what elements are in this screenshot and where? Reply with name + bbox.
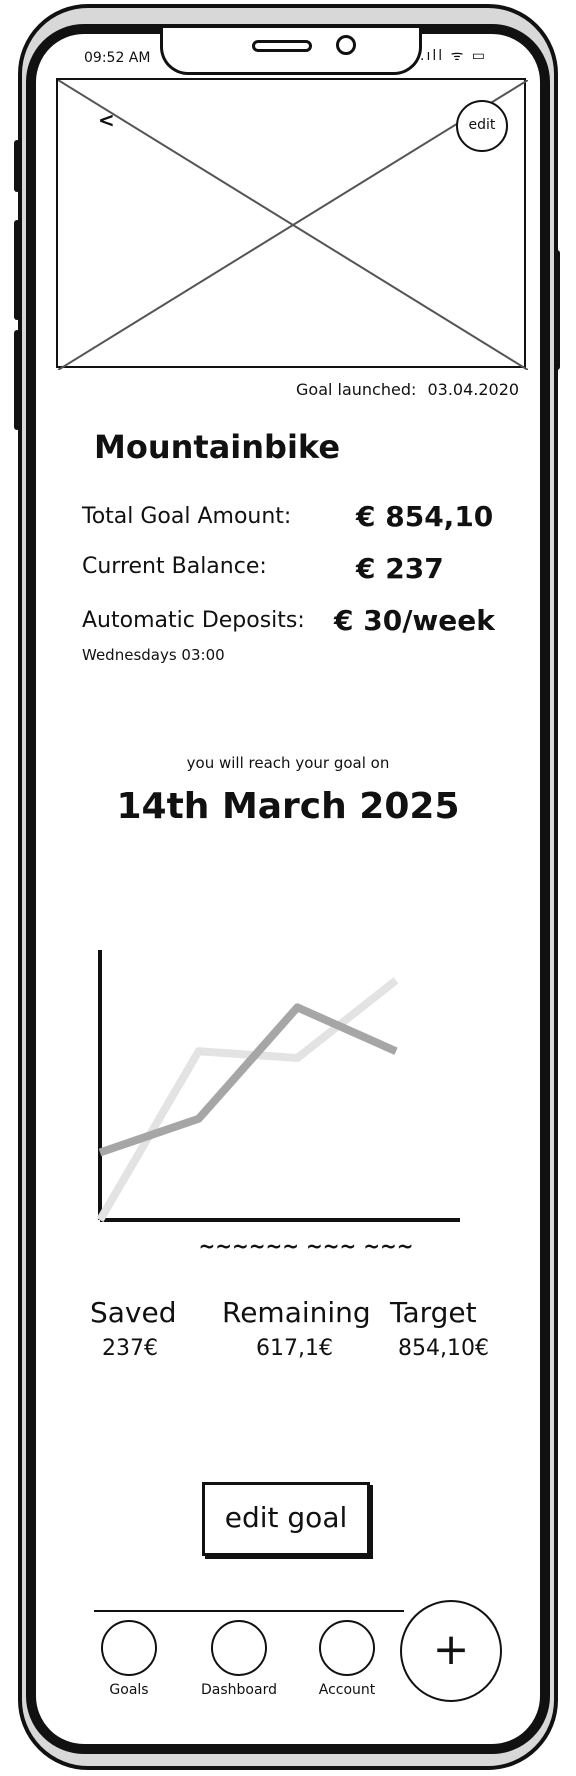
series-line-0 bbox=[98, 1003, 398, 1157]
screen bbox=[26, 24, 550, 1754]
edit-button[interactable]: edit bbox=[456, 100, 508, 152]
progress-chart: ~~~~~~ ~~~ ~~~ bbox=[96, 950, 460, 1258]
deposits-value: € 30/week bbox=[334, 604, 495, 637]
camera bbox=[336, 35, 356, 55]
goals-icon bbox=[101, 1620, 157, 1676]
target-value: 854,10€ bbox=[398, 1336, 489, 1361]
total-label: Total Goal Amount: bbox=[82, 504, 292, 529]
deposits-schedule: Wednesdays 03:00 bbox=[82, 646, 225, 664]
saved-label: Saved bbox=[90, 1296, 177, 1329]
goal-title: Mountainbike bbox=[94, 428, 341, 466]
target-label: Target bbox=[390, 1296, 477, 1329]
x-axis-label: ~~~~~~ ~~~ ~~~ bbox=[198, 1234, 413, 1258]
back-icon[interactable]: < bbox=[98, 108, 115, 132]
nav-item-dashboard[interactable]: Dashboard bbox=[194, 1620, 284, 1698]
signal-wifi-battery-icons: .ıll ᯤ ▭ bbox=[420, 48, 488, 64]
hero-image-placeholder bbox=[56, 78, 529, 371]
nav-label: Dashboard bbox=[201, 1682, 277, 1698]
side-button bbox=[14, 140, 20, 192]
account-icon bbox=[319, 1620, 375, 1676]
remaining-label: Remaining bbox=[222, 1296, 371, 1329]
nav-item-goals[interactable]: Goals bbox=[84, 1620, 174, 1698]
reach-date: 14th March 2025 bbox=[116, 786, 460, 827]
dashboard-icon bbox=[211, 1620, 267, 1676]
balance-value: € 237 bbox=[356, 552, 444, 585]
side-button bbox=[14, 330, 20, 430]
saved-value: 237€ bbox=[102, 1336, 158, 1361]
series-line-1 bbox=[96, 977, 399, 1223]
side-button bbox=[554, 250, 560, 370]
status-time: 09:52 AM bbox=[84, 50, 151, 66]
deposits-label: Automatic Deposits: bbox=[82, 608, 305, 633]
reach-text: you will reach your goal on bbox=[186, 754, 390, 772]
status-bar: 09:52 AM bbox=[50, 40, 530, 76]
balance-label: Current Balance: bbox=[82, 554, 267, 579]
nav-divider bbox=[94, 1610, 404, 1612]
remaining-value: 617,1€ bbox=[256, 1336, 333, 1361]
nav-label: Goals bbox=[109, 1682, 149, 1698]
launched-label: Goal launched: bbox=[296, 380, 417, 399]
total-value: € 854,10 bbox=[356, 500, 494, 533]
nav-label: Account bbox=[318, 1682, 376, 1698]
side-button bbox=[14, 220, 20, 320]
add-goal-button[interactable]: + bbox=[400, 1600, 502, 1702]
launched-date: 03.04.2020 bbox=[427, 380, 520, 399]
speaker bbox=[252, 40, 312, 52]
goal-launched: Goal launched: 03.04.2020 bbox=[296, 380, 519, 399]
image-placeholder-x bbox=[57, 79, 529, 371]
edit-goal-button[interactable]: edit goal bbox=[202, 1482, 370, 1556]
nav-item-account[interactable]: Account bbox=[302, 1620, 392, 1698]
